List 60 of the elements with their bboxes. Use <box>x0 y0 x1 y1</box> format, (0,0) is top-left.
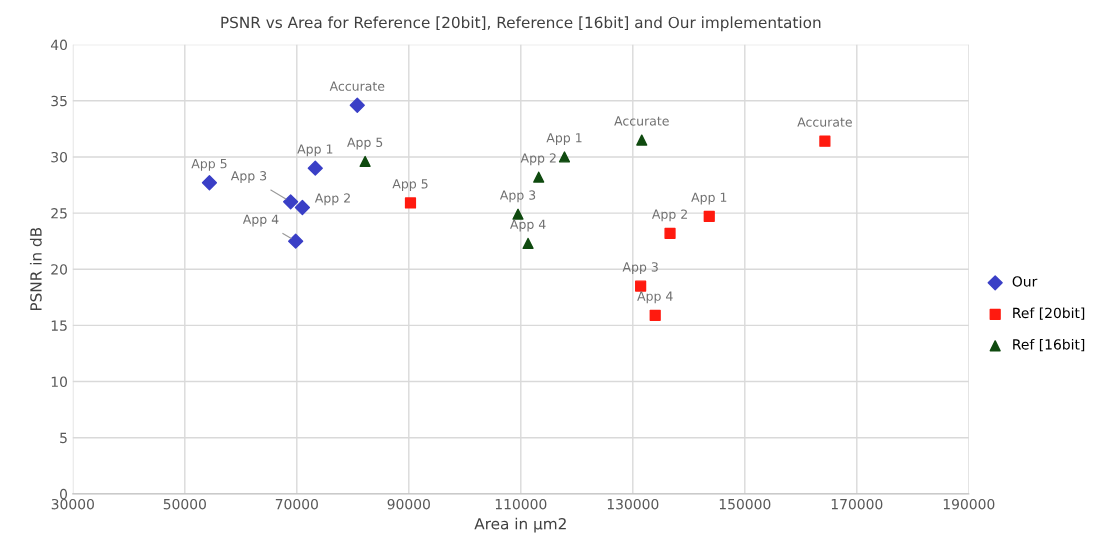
annotation: App 4 <box>510 219 546 232</box>
point <box>307 160 323 176</box>
point <box>703 210 715 223</box>
point <box>635 280 647 292</box>
x-tick-label: 30000 <box>51 498 94 510</box>
legend-label: Our <box>1012 276 1038 287</box>
annotation: App 5 <box>191 159 227 171</box>
point <box>349 97 365 113</box>
x-tick-label: 190000 <box>943 498 995 510</box>
x-axis-title: Area in µm2 <box>474 517 566 533</box>
y-tick-label: 15 <box>51 320 67 331</box>
x-tick-label: 90000 <box>387 498 430 510</box>
x-tick-label: 170000 <box>831 498 883 510</box>
y-tick-label: 10 <box>51 376 68 388</box>
point <box>288 233 304 249</box>
y-tick-label: 0 <box>60 488 68 500</box>
point <box>283 194 299 210</box>
point <box>533 171 545 183</box>
annotation: App 1 <box>691 192 727 205</box>
point <box>636 134 648 146</box>
y-tick-label: 35 <box>51 95 67 107</box>
annotation: Accurate <box>614 116 669 126</box>
x-tick-label: 70000 <box>275 498 318 510</box>
y-tick-label: 5 <box>60 432 67 444</box>
y-tick-label: 30 <box>51 151 68 163</box>
point <box>201 175 218 191</box>
y-tick-label: 20 <box>51 264 68 275</box>
x-tick-label: 150000 <box>719 498 771 510</box>
annotation: App 2 <box>314 193 350 206</box>
annotation: App 1 <box>297 144 333 157</box>
x-tick-label: 130000 <box>607 498 659 510</box>
point <box>359 155 371 168</box>
point <box>404 197 417 209</box>
annotation: App 3 <box>230 171 267 183</box>
x-tick-label: 50000 <box>163 498 206 510</box>
point <box>819 135 831 147</box>
annotation: Accurate <box>797 117 852 127</box>
y-tick-label: 25 <box>51 208 67 219</box>
y-axis-title: PSNR in dB <box>29 227 42 311</box>
annotation: App 1 <box>546 133 582 145</box>
chart-title: PSNR vs Area for Reference [20bit], Reference [16bit] and Our implementation <box>221 16 821 32</box>
annotation: Accurate <box>329 81 385 91</box>
point <box>294 199 311 216</box>
point <box>512 208 524 220</box>
x-tick-label: 110000 <box>495 498 547 510</box>
annotation: App 5 <box>347 137 383 150</box>
point <box>558 151 571 163</box>
point <box>649 309 661 321</box>
annotation: App 5 <box>392 179 428 191</box>
annotation: App 4 <box>242 214 279 227</box>
annotation: App 2 <box>520 153 556 166</box>
annotation: App 3 <box>622 262 658 275</box>
y-tick-label: 40 <box>50 39 68 51</box>
point <box>522 237 534 250</box>
legend-label: Ref [20bit] <box>1013 307 1085 320</box>
annotation: App 2 <box>651 209 687 222</box>
point <box>664 227 676 239</box>
legend-label: Ref [16bit] <box>1013 338 1085 352</box>
annotation: App 3 <box>499 190 536 203</box>
annotation: App 4 <box>637 291 673 304</box>
